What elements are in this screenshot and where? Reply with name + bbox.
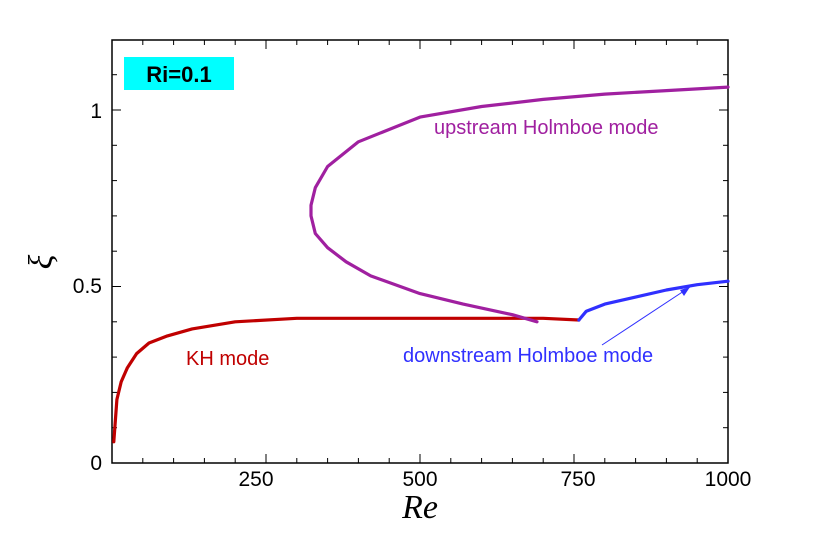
- kh-mode-label: KH mode: [186, 348, 269, 370]
- x-tick-label-250: 250: [238, 468, 273, 491]
- series-layer: [112, 85, 730, 444]
- x-tick-label-750: 750: [560, 468, 595, 491]
- y-axis-title: ξ: [23, 254, 60, 269]
- upstream-mode-label: upstream Holmboe mode: [434, 117, 659, 139]
- y-tick-label-1: 1: [90, 100, 102, 123]
- downstream-arrow-line: [601, 286, 691, 346]
- ticks: [112, 40, 728, 463]
- downstream-mode-label: downstream Holmboe mode: [403, 345, 653, 367]
- y-tick-label-0: 0: [90, 452, 102, 475]
- x-tick-label-500: 500: [402, 468, 437, 491]
- series-line-2: [577, 279, 730, 322]
- downstream-arrow-head: [680, 287, 690, 296]
- ri-badge-text: Ri=0.1: [146, 62, 211, 87]
- x-tick-label-1000: 1000: [705, 468, 752, 491]
- ri-badge-background: [124, 57, 234, 90]
- y-tick-label-0-5: 0.5: [73, 275, 102, 298]
- x-axis-title: Re: [401, 489, 438, 526]
- plot-frame: [111, 39, 729, 464]
- series-line-1: [309, 85, 730, 324]
- series-line-0: [112, 316, 581, 444]
